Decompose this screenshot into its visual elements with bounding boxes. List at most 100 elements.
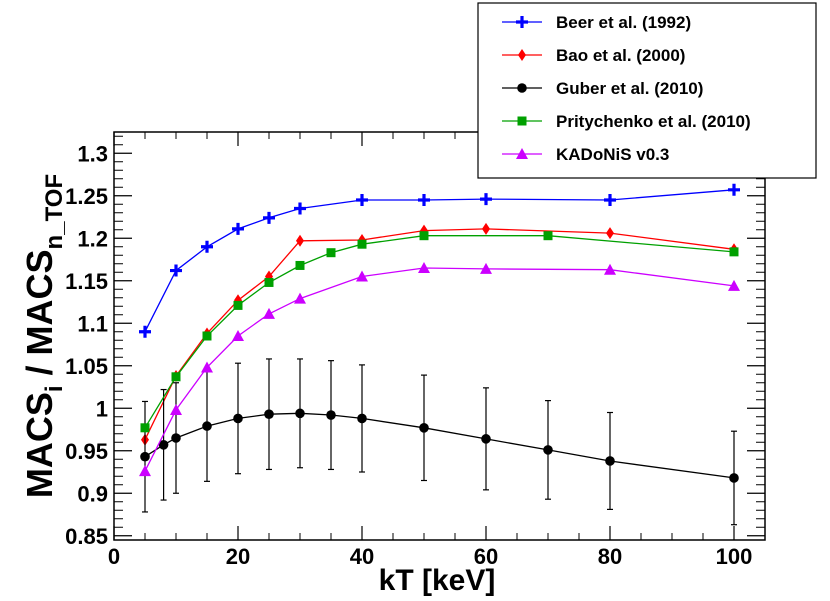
axis-ticks [113,132,766,540]
data-point [516,16,528,28]
legend-label: Guber et al. (2010) [556,79,703,98]
data-point [201,361,213,373]
data-point [517,116,527,126]
legend-entry: Beer et al. (1992) [502,13,691,32]
data-point [201,240,213,253]
data-point [296,234,304,247]
legend-entries: Beer et al. (1992) Bao et al. (2000) Guber… [502,13,751,164]
data-point [418,194,430,206]
x-tick-label: 20 [226,544,250,569]
data-point [202,331,212,341]
data-point [606,227,614,240]
y-tick-label: 0.9 [77,481,108,506]
series-line [144,235,735,429]
legend-entry: Pritychenko et al. (2010) [502,112,751,131]
legend-label: Beer et al. (1992) [556,13,691,32]
y-axis-title-sub-ntof: n_TOF [41,174,68,250]
series-layer [139,183,740,526]
data-point [482,222,490,235]
x-axis-title: kT [keV] [379,564,496,597]
data-point [418,262,430,273]
y-tick-label: 1.05 [65,354,108,379]
legend-label: Pritychenko et al. (2010) [556,112,751,131]
data-point [139,325,151,338]
data-point [481,434,491,444]
data-point [264,277,274,287]
series-square [140,231,739,433]
data-point [170,264,182,277]
data-point [263,211,275,224]
data-point [232,330,244,341]
data-point [729,473,739,483]
data-point [140,451,150,462]
legend-box [477,2,817,179]
data-point [516,148,528,159]
y-tick-label: 1.25 [65,184,108,209]
x-tick-label: 80 [598,544,622,569]
data-point [356,270,368,282]
data-point [605,456,615,466]
data-point [170,403,182,415]
data-point [139,465,151,477]
data-point [295,408,305,419]
data-point [140,423,150,433]
data-point [263,307,275,319]
legend-entry: Guber et al. (2010) [502,79,703,98]
data-point [356,194,368,206]
series-triangle [139,262,740,477]
legend-label: Bao et al. (2000) [556,46,685,65]
series-diamond [141,222,738,446]
plot-frame [113,131,766,541]
series-cross [139,183,740,338]
series-line [144,267,735,472]
data-point [728,183,740,196]
data-point [232,222,244,235]
y-axis-title-sub-i: i [41,385,68,392]
data-point [171,372,181,382]
x-tick-labels: 0 20 40 60 80 100 [108,544,752,569]
data-point [728,279,740,291]
data-point [604,263,616,275]
data-point [480,193,492,206]
legend-label: KADoNiS v0.3 [556,145,669,164]
y-axis-title-main: MACS [19,392,60,498]
data-point [326,248,336,258]
data-point [543,231,553,241]
data-point [518,49,526,61]
legend-entry: KADoNiS v0.3 [502,145,669,164]
data-point [357,413,367,424]
data-point [326,410,336,420]
data-point [357,239,367,249]
y-tick-label: 1 [96,396,108,421]
series-line [144,412,735,479]
data-point [233,413,243,424]
data-point [419,423,429,433]
legend-entry: Bao et al. (2000) [502,46,685,65]
data-point [264,409,274,420]
y-tick-label: 1.2 [77,226,108,251]
x-tick-label: 0 [108,544,120,569]
y-axis-title-divider: / MACS [19,249,60,385]
y-tick-labels: 0.85 0.9 0.95 1 1.05 1.1 1.15 1.2 1.25 1.3 [65,141,108,549]
series-line [144,228,735,440]
y-tick-label: 0.85 [65,524,108,549]
data-point [202,421,212,431]
data-point [233,300,243,310]
x-tick-label: 40 [350,544,374,569]
data-point [729,247,739,257]
data-point [295,260,305,270]
data-point [517,83,527,93]
y-tick-label: 1.15 [65,269,108,294]
data-point [158,440,169,450]
series-circle [140,358,739,526]
legend: Beer et al. (1992) Bao et al. (2000) Guber… [477,2,817,179]
data-point [480,262,492,274]
data-point [171,433,181,443]
y-tick-label: 0.95 [65,439,108,464]
y-tick-label: 1.3 [77,141,108,166]
y-tick-label: 1.1 [77,311,108,336]
data-point [294,292,306,304]
data-point [419,231,429,241]
data-point [604,194,616,206]
